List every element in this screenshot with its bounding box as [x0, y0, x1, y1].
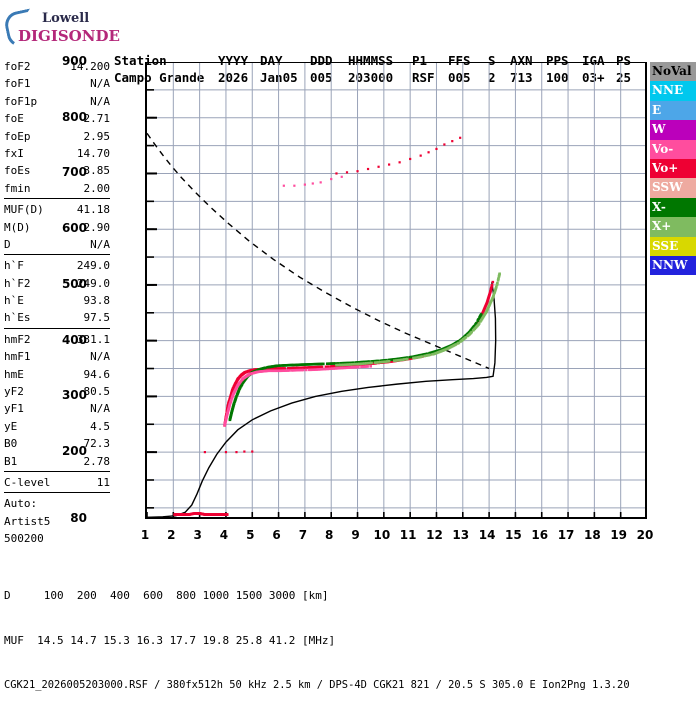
series-x-trace-light-green-	[335, 272, 501, 366]
legend-item-sse[interactable]: SSE	[650, 237, 696, 256]
direction-legend: NoVal NNE E W Vo- Vo+ SSW X- X+ SSE NNW	[650, 62, 696, 275]
legend-item-label: Vo+	[652, 161, 678, 175]
legend-item-ssw[interactable]: SSW	[650, 178, 696, 197]
y-axis-labels: 80 200 300 400 500 600 700 800 900	[0, 0, 145, 600]
legend-item-label: W	[652, 122, 665, 136]
legend-item-label: SSW	[652, 180, 683, 194]
legend-item-label: NoVal	[652, 64, 692, 78]
y-tick-200: 200	[62, 444, 87, 458]
y-tick-400: 400	[62, 333, 87, 347]
y-tick-300: 300	[62, 388, 87, 402]
x-tick-8: 8	[325, 528, 333, 542]
legend-item-label: Vo-	[652, 142, 673, 156]
x-tick-13: 13	[452, 528, 469, 542]
y-tick-80: 80	[70, 511, 87, 525]
x-tick-11: 11	[400, 528, 417, 542]
ionogram-plot-area[interactable]	[145, 62, 645, 519]
footer-distance-row: D 100 200 400 600 800 1000 1500 3000 [km…	[4, 588, 630, 603]
x-tick-20: 20	[637, 528, 654, 542]
y-tick-500: 500	[62, 277, 87, 291]
legend-item-label: SSE	[652, 239, 678, 253]
legend-item-vo[interactable]: Vo+	[650, 159, 696, 178]
legend-item-w[interactable]: W	[650, 120, 696, 139]
grid-horizontal	[147, 62, 647, 508]
x-tick-12: 12	[426, 528, 443, 542]
x-tick-18: 18	[584, 528, 601, 542]
series-upper-scatter-rising-700-760km	[335, 137, 461, 175]
y-tick-800: 800	[62, 110, 87, 124]
legend-item-nne[interactable]: NNE	[650, 81, 696, 100]
legend-item-vo[interactable]: Vo-	[650, 140, 696, 159]
x-tick-16: 16	[531, 528, 548, 542]
footer-info: D 100 200 400 600 800 1000 1500 3000 [km…	[4, 558, 630, 708]
x-tick-5: 5	[246, 528, 254, 542]
x-tick-7: 7	[299, 528, 307, 542]
series-es-layer-echoes	[173, 512, 228, 516]
legend-item-label: X+	[652, 219, 671, 233]
x-tick-10: 10	[373, 528, 390, 542]
curve-muf-h-d-dashed-curve	[147, 133, 489, 368]
y-tick-900: 900	[62, 54, 87, 68]
footer-file-row: CGK21_2026005203000.RSF / 380fx512h 50 k…	[4, 678, 630, 693]
x-tick-6: 6	[272, 528, 280, 542]
x-tick-9: 9	[351, 528, 359, 542]
legend-item-nnw[interactable]: NNW	[650, 256, 696, 275]
legend-item-x[interactable]: X+	[650, 217, 696, 236]
series-o-trace-vo-red-	[223, 281, 494, 427]
grid-vertical	[173, 62, 647, 519]
x-tick-1: 1	[141, 528, 149, 542]
x-tick-15: 15	[505, 528, 522, 542]
footer-muf-row: MUF 14.5 14.7 15.3 16.3 17.7 19.8 25.8 4…	[4, 633, 630, 648]
legend-item-noval[interactable]: NoVal	[650, 62, 696, 81]
x-tick-2: 2	[167, 528, 175, 542]
x-tick-4: 4	[220, 528, 228, 542]
y-tick-600: 600	[62, 221, 87, 235]
x-tick-17: 17	[558, 528, 575, 542]
legend-item-e[interactable]: E	[650, 101, 696, 120]
legend-item-label: NNE	[652, 83, 683, 97]
x-tick-14: 14	[479, 528, 496, 542]
x-tick-19: 19	[610, 528, 627, 542]
series-upper-scatter-680-700km	[283, 176, 343, 187]
legend-item-label: X-	[652, 200, 666, 214]
legend-item-label: NNW	[652, 258, 687, 272]
x-tick-3: 3	[193, 528, 201, 542]
legend-item-label: E	[652, 103, 661, 117]
ionogram-svg	[147, 62, 647, 519]
y-tick-700: 700	[62, 165, 87, 179]
series-vo-trace-pink-	[223, 365, 372, 427]
legend-item-x[interactable]: X-	[650, 198, 696, 217]
